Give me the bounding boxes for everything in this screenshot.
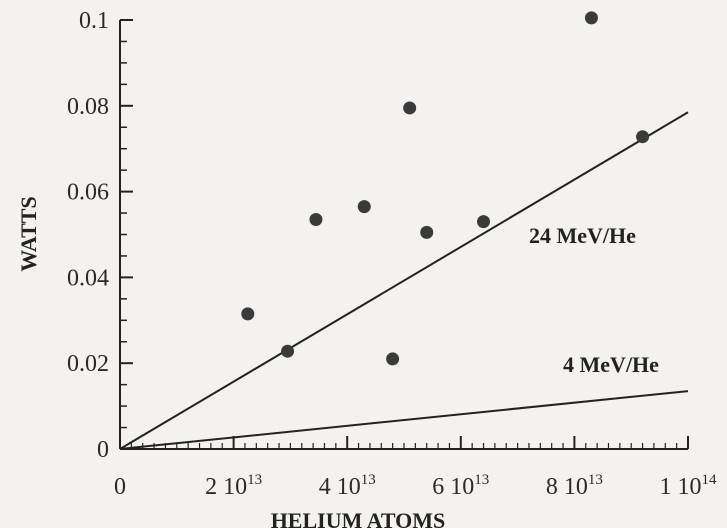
data-point [357,200,371,214]
y-axis-title: WATTS [16,196,41,271]
x-tick-label: 2 1013 [205,472,262,500]
data-point [386,352,400,366]
y-tick-label: 0.1 [79,8,109,34]
y-tick-label: 0 [97,437,109,463]
data-point [281,344,295,358]
x-tick-label: 1 1014 [660,472,718,500]
data-point [420,225,434,239]
fit-lines: 24 MeV/He 4 MeV/He [119,111,689,450]
x-tick-label: 0 [114,474,126,500]
x-tick-label: 6 1013 [432,472,489,500]
fit-line-label: 4 MeV/He [563,352,659,377]
y-tick-label: 0.02 [67,351,109,377]
x-tick-label: 4 1013 [319,472,376,500]
data-point [584,11,598,25]
fit-line-label: 24 MeV/He [529,223,636,248]
data-point [636,130,650,144]
fit-line [119,390,689,450]
data-point [477,215,491,229]
y-tick-label: 0.08 [67,94,109,120]
fit-line [119,111,689,450]
data-point [403,101,417,115]
x-axis-title: HELIUM ATOMS [271,508,446,528]
data-point [241,307,255,321]
x-tick-label: 8 1013 [546,472,603,500]
data-point [309,212,323,226]
y-tick-label: 0.06 [67,180,109,206]
ticks: 0 0.02 0.04 0.06 0.08 0.1 0 2 1013 4 1013 6 1013 8… [67,8,717,500]
y-tick-label: 0.04 [67,265,109,291]
data-points [241,11,650,366]
